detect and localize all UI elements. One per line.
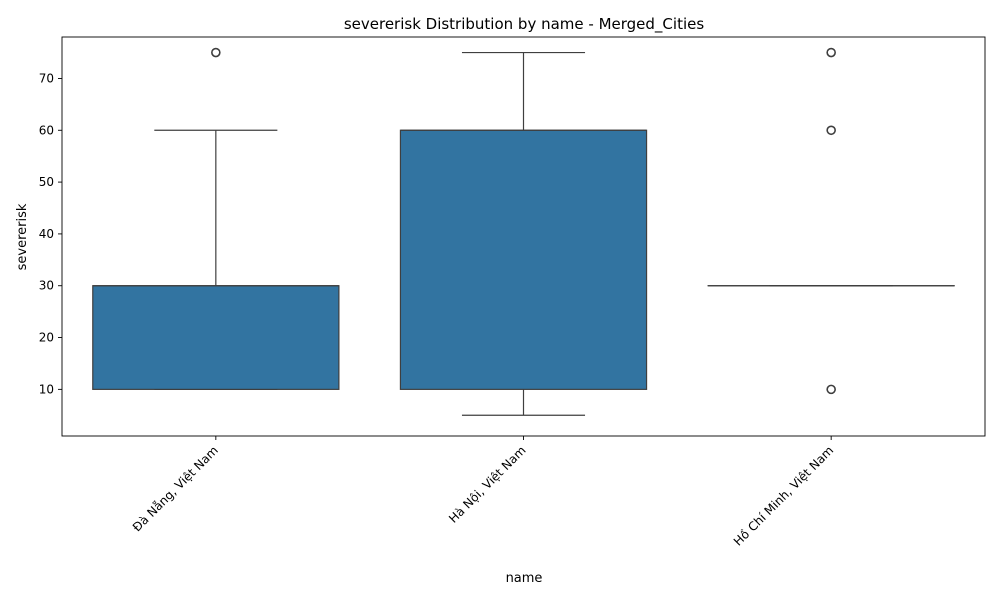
- x-tick-label: Hà Nội, Việt Nam: [446, 443, 529, 526]
- outlier-point: [211, 47, 221, 58]
- chart-title: severerisk Distribution by name - Merged…: [344, 15, 705, 34]
- x-tick-label: Đà Nẵng, Việt Nam: [130, 443, 221, 534]
- y-axis-label: severerisk: [15, 203, 30, 270]
- box-group: [707, 47, 955, 395]
- box-iqr: [399, 129, 648, 390]
- y-tick-label: 50: [39, 175, 54, 189]
- x-tick-label: Hồ Chí Minh, Việt Nam: [731, 443, 836, 548]
- box-iqr: [92, 285, 340, 390]
- y-tick-label: 30: [39, 279, 54, 293]
- y-tick-label: 70: [39, 71, 54, 85]
- outlier-point: [826, 47, 836, 58]
- outlier-point: [826, 384, 836, 395]
- y-tick-label: 60: [39, 123, 54, 137]
- box-group: [399, 51, 648, 416]
- y-tick-label: 20: [39, 331, 54, 345]
- plot-area: 10 20 30 40 50 60 70 Đà Nẵng, Việt Nam Hà Nội, V…: [39, 36, 986, 549]
- outlier-point: [826, 125, 836, 136]
- y-tick-label: 40: [39, 227, 54, 241]
- y-tick-label: 10: [39, 382, 54, 396]
- box-group: [92, 47, 340, 390]
- x-axis-label: name: [506, 571, 543, 586]
